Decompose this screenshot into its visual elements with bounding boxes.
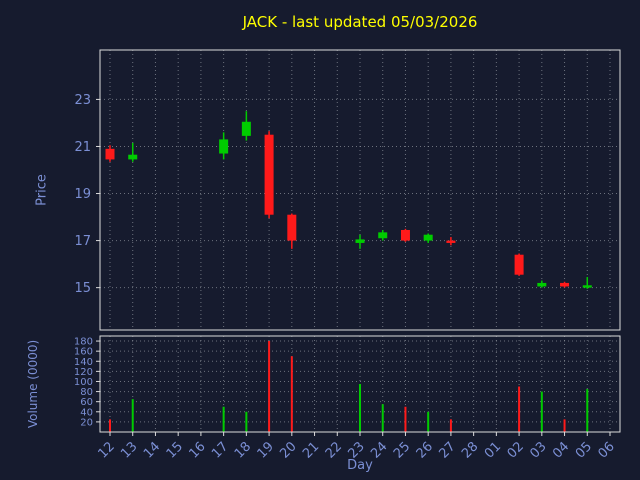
svg-text:80: 80 [80, 387, 93, 398]
svg-text:100: 100 [74, 377, 93, 388]
svg-text:21: 21 [74, 140, 91, 155]
svg-text:140: 140 [74, 357, 93, 368]
svg-text:15: 15 [74, 281, 91, 296]
svg-text:180: 180 [74, 337, 93, 348]
svg-text:60: 60 [80, 397, 93, 408]
svg-text:160: 160 [74, 347, 93, 358]
day-axis-label: Day [347, 458, 373, 473]
chart-title: JACK - last updated 05/03/2026 [242, 13, 478, 31]
svg-text:120: 120 [74, 367, 93, 378]
svg-text:40: 40 [80, 407, 93, 418]
svg-text:19: 19 [74, 187, 91, 202]
svg-text:23: 23 [74, 93, 91, 108]
svg-text:17: 17 [74, 234, 91, 249]
svg-text:20: 20 [80, 417, 93, 428]
